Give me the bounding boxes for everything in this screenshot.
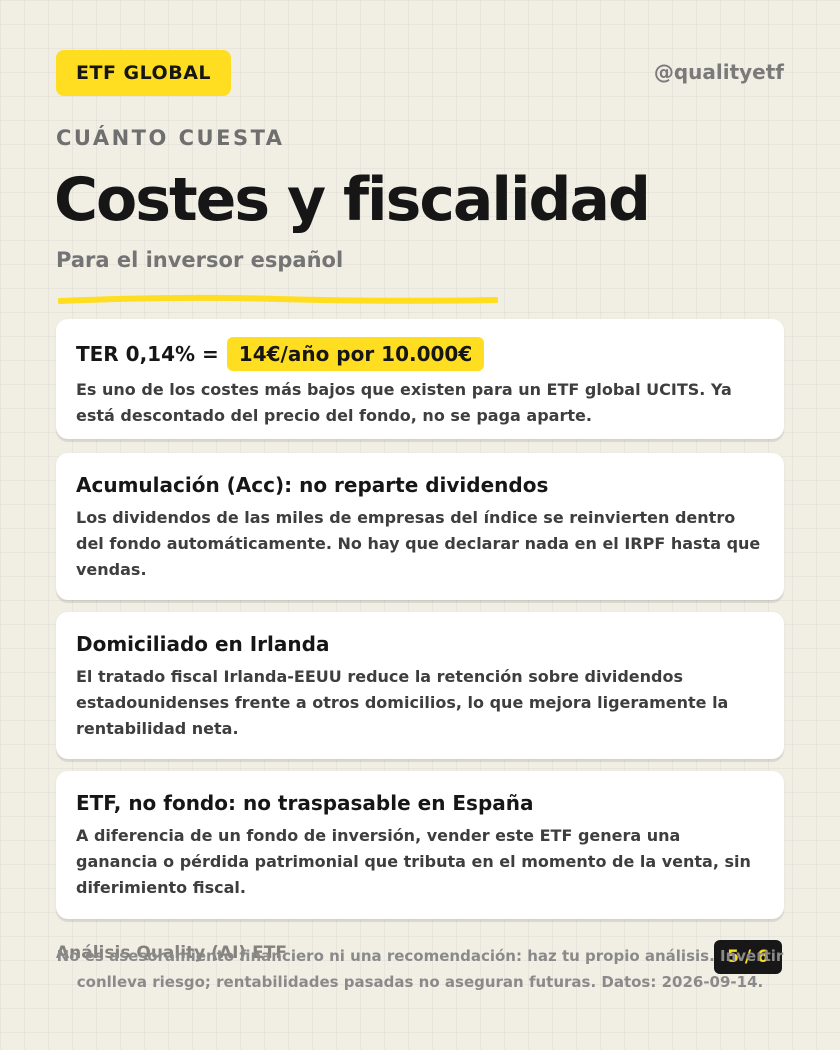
card-text: El tratado fiscal Irlanda-EEUU reduce la… [76,667,729,738]
section-eyebrow: CUÁNTO CUESTA [56,126,285,150]
card-title: Domiciliado en Irlanda [76,632,330,656]
card-domicile: Domiciliado en Irlanda El tratado fiscal… [56,612,784,759]
category-tag: ETF GLOBAL [56,50,232,96]
highlight-underline [58,294,498,304]
account-handle: @qualityetf [653,60,784,84]
page-indicator: 5 / 6 [714,940,782,974]
cost-highlight: 14€/año por 10.000€ [226,337,485,371]
card-title: TER 0,14% = 14€/año por 10.000€ [76,337,764,371]
card-text: Es uno de los costes más bajos que exist… [76,380,732,425]
card-text: Los dividendos de las miles de empresas … [76,508,761,579]
card-accumulation: Acumulación (Acc): no reparte dividendos… [56,453,784,600]
footer-brand: Análisis Quality (AI) ETF [56,943,287,963]
page-title: Costes y fiscalidad [54,165,651,235]
disclaimer: No es asesoramiento financiero ni una re… [56,947,784,991]
page-subtitle: Para el inversor español [56,248,344,272]
card-text: A diferencia de un fondo de inversión, v… [76,826,751,897]
card-title: Acumulación (Acc): no reparte dividendos [76,473,549,497]
card-title-text: TER 0,14% = [76,342,219,366]
card-etf-not-fund: ETF, no fondo: no traspasable en España … [56,771,784,919]
card-title: ETF, no fondo: no traspasable en España [76,791,534,815]
card-ter: TER 0,14% = 14€/año por 10.000€ Es uno d… [56,319,784,439]
